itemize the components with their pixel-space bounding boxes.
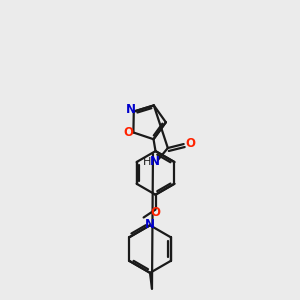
Text: O: O: [151, 206, 160, 219]
Text: N: N: [145, 218, 155, 231]
Text: N: N: [126, 103, 136, 116]
Text: O: O: [124, 126, 134, 139]
Text: N: N: [150, 155, 160, 168]
Text: O: O: [186, 136, 196, 150]
Text: H: H: [143, 157, 151, 167]
